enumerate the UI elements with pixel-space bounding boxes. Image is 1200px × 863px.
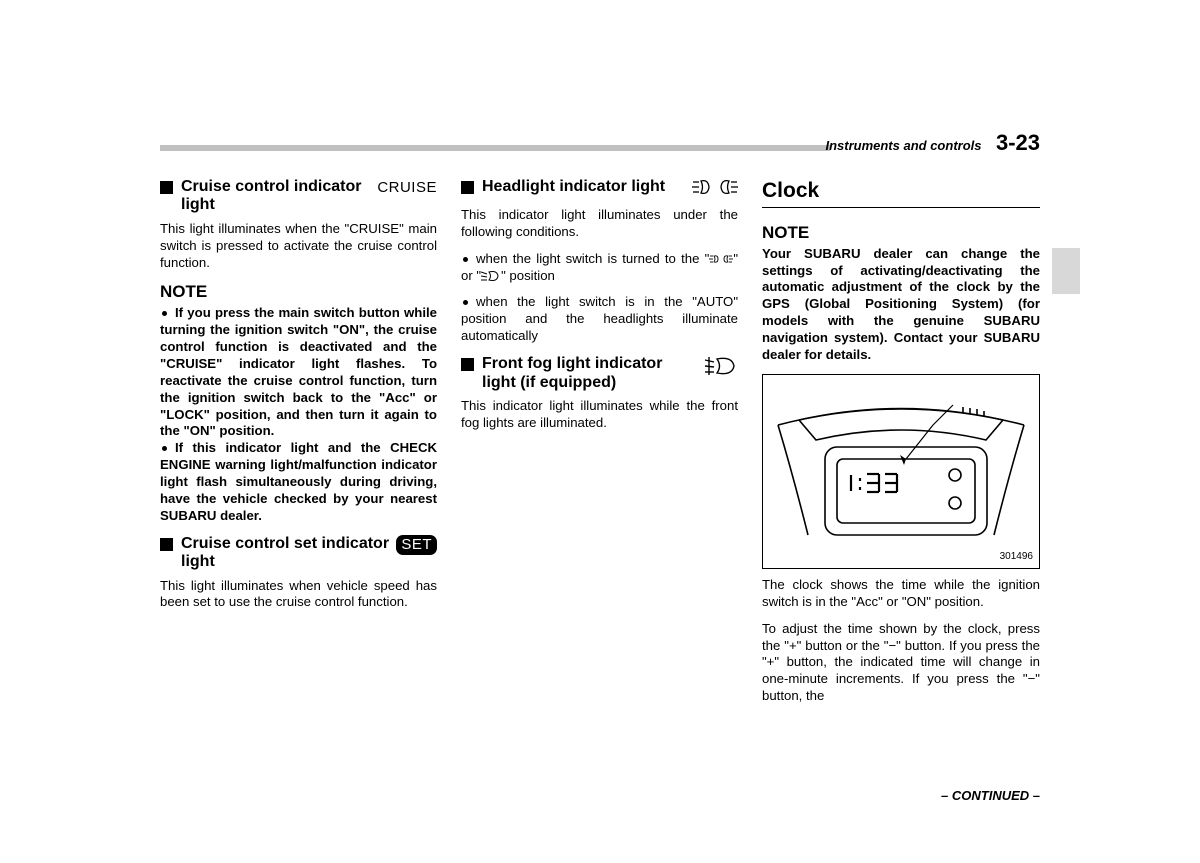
bullet-icon (162, 446, 167, 451)
note-heading: NOTE (160, 281, 437, 303)
clock-figure: 301496 (762, 374, 1040, 569)
clock-diagram-icon (763, 375, 1039, 568)
square-bullet-icon (160, 538, 173, 551)
list-item: when the light switch is turned to the "… (461, 251, 738, 285)
low-beam-icon (481, 270, 501, 282)
body-text: This indicator light illuminates under t… (461, 207, 738, 241)
bullet-icon (463, 257, 468, 262)
heading-text: Headlight indicator light (482, 178, 688, 196)
note-heading: NOTE (762, 222, 1040, 244)
body-text: To adjust the time shown by the clock, p… (762, 621, 1040, 705)
column-2: Headlight indicator light This indicator… (461, 178, 738, 715)
continued-label: – CONTINUED – (941, 788, 1040, 803)
note-item: If you press the main switch button whil… (160, 305, 437, 438)
body-text: This light illuminates when the "CRUISE"… (160, 221, 437, 272)
main-heading-clock: Clock (762, 178, 1040, 208)
square-bullet-icon (160, 181, 173, 194)
square-bullet-icon (461, 358, 474, 371)
column-1: Cruise control indicator light CRUISE Th… (160, 178, 437, 715)
note-body: Your SUBARU dealer can change the settin… (762, 246, 1040, 364)
heading-text: Cruise control set indicator light (181, 535, 392, 572)
note-item: If this indicator light and the CHECK EN… (160, 440, 437, 523)
cruise-text-icon: CRUISE (377, 178, 437, 197)
note-body: If you press the main switch button whil… (160, 305, 437, 525)
body-text: This indicator light illuminates while t… (461, 398, 738, 432)
figure-id: 301496 (1000, 551, 1033, 564)
heading-text: Front fog light indicator light (if equi… (482, 355, 700, 392)
headlight-icon (692, 178, 738, 201)
parking-light-icon (709, 254, 733, 264)
bullet-icon (463, 300, 468, 305)
body-text: This light illuminates when vehicle spee… (160, 578, 437, 612)
heading-cruise-indicator: Cruise control indicator light CRUISE (160, 178, 437, 215)
list-item: when the light switch is in the "AUTO" p… (461, 294, 738, 345)
fog-light-icon (704, 355, 738, 382)
bullet-icon (162, 311, 167, 316)
page-content: Cruise control indicator light CRUISE Th… (160, 128, 1040, 808)
body-text: The clock shows the time while the ignit… (762, 577, 1040, 611)
heading-headlight-indicator: Headlight indicator light (461, 178, 738, 201)
columns: Cruise control indicator light CRUISE Th… (160, 178, 1040, 715)
column-3: Clock NOTE Your SUBARU dealer can change… (762, 178, 1040, 715)
set-badge-icon: SET (396, 535, 437, 555)
side-tab (1052, 248, 1080, 294)
heading-fog-light: Front fog light indicator light (if equi… (461, 355, 738, 392)
heading-cruise-set: Cruise control set indicator light SET (160, 535, 437, 572)
heading-text: Cruise control indicator light (181, 178, 373, 215)
square-bullet-icon (461, 181, 474, 194)
